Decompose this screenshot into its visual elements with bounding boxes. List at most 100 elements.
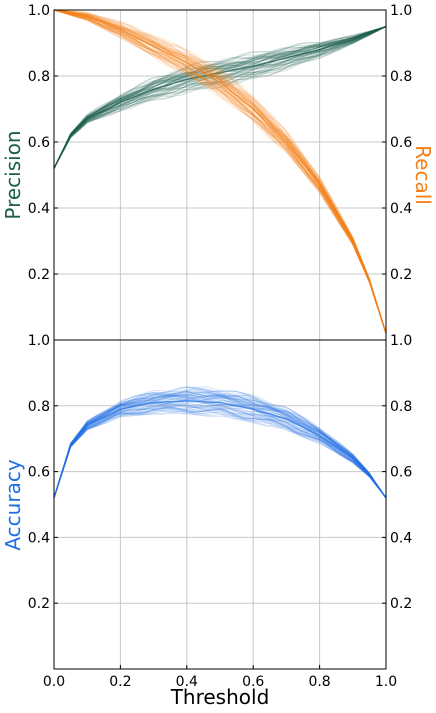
top-series-0-line [53, 26, 387, 169]
top-series-0-line [53, 26, 387, 169]
bottom-series-0-line [53, 396, 387, 499]
top-series-1-line [53, 9, 387, 334]
top-series-0-line [53, 26, 387, 169]
top-series-1-line [53, 9, 387, 334]
top-right-ticks: 0.2 0.4 0.6 0.8 1.0 [382, 3, 412, 283]
bottom-series-0-mean-line [53, 400, 387, 499]
top-series-0-line [53, 26, 387, 169]
top-left-tick-label: 0.6 [28, 135, 50, 151]
top-series-0-line [53, 26, 387, 169]
top-series-1-line [53, 9, 387, 334]
top-series-1-line [53, 9, 387, 334]
top-series-1-line [53, 9, 387, 334]
top-series-1-line [53, 9, 387, 334]
top-series-1-mean-line [53, 9, 387, 334]
bottom-series-0-line [53, 394, 387, 499]
bottom-series-0-line [53, 391, 387, 499]
top-series-0-line [53, 26, 387, 169]
bottom-series-0-line [53, 390, 387, 499]
bottom-lines [53, 386, 387, 499]
bottom-left-tick-label: 0.2 [28, 596, 50, 612]
top-series-0-mean-line [53, 25, 387, 169]
top-left-ticks: 0.2 0.4 0.6 0.8 1.0 [28, 3, 58, 283]
top-series-1-line [53, 9, 387, 334]
top-series-0-line [53, 26, 387, 169]
bottom-series-0-line [53, 395, 387, 499]
top-series-1-line [53, 9, 387, 334]
top-series-1-line [53, 9, 387, 334]
top-series-1-line [53, 9, 387, 334]
top-series-1-line [53, 9, 387, 334]
bottom-series-0-line [53, 404, 387, 499]
x-tick-label: 0.4 [176, 674, 198, 690]
top-series-1-line [53, 9, 387, 334]
top-right-tick-label: 0.2 [390, 267, 412, 283]
x-tick-label: 1.0 [375, 674, 397, 690]
bottom-series-0-line [53, 406, 387, 499]
bottom-left-tick-label: 0.8 [28, 399, 50, 415]
top-series-1-line [53, 9, 387, 334]
top-series-1-line [53, 9, 387, 334]
top-series-1-line [53, 9, 387, 334]
bottom-series-0-line [53, 403, 387, 499]
top-series-0-line [53, 26, 387, 169]
top-series-1-line [53, 9, 387, 334]
x-tick-label: 0.6 [242, 674, 264, 690]
top-series-0-line [53, 26, 387, 169]
top-series-0-line [53, 26, 387, 169]
bottom-series-0-line [53, 391, 387, 499]
top-series-0-line [53, 26, 387, 169]
bottom-left-tick-label: 0.6 [28, 465, 50, 481]
bottom-series-0-line [53, 388, 387, 499]
top-series-0-line [53, 26, 387, 169]
top-series-0-line [53, 26, 387, 169]
top-right-tick-label: 0.8 [390, 69, 412, 85]
bottom-series-0-line [53, 394, 387, 499]
top-series-1-line [53, 9, 387, 334]
top-series-1-line [53, 9, 387, 334]
top-series-0-line [53, 26, 387, 169]
bottom-series-0-line [53, 409, 387, 499]
bottom-series-0-line [53, 410, 387, 499]
top-series-0-line [53, 26, 387, 169]
top-series-1-line [53, 9, 387, 334]
top-series-1-line [53, 9, 387, 334]
top-series-1-line [53, 9, 387, 334]
bottom-series-0-line [53, 407, 387, 499]
top-plot-frame [53, 9, 387, 341]
top-series-1-line [53, 9, 387, 334]
top-series-1-line [53, 9, 387, 334]
x-tick-label: 0.2 [109, 674, 131, 690]
top-series-1-line [53, 9, 387, 334]
x-tick-label: 0.0 [43, 674, 65, 690]
top-series-1-line [53, 9, 387, 334]
top-series-0-line [53, 26, 387, 169]
bottom-series-0-line [53, 391, 387, 499]
top-series-0-line [53, 26, 387, 169]
top-series-1-line [53, 9, 387, 334]
bottom-series-0-line [53, 393, 387, 499]
top-series-1-line [53, 9, 387, 334]
bottom-series-0-line [53, 404, 387, 499]
bottom-series-0-line [53, 405, 387, 499]
bottom-ylabel-left: Accuracy [1, 459, 25, 550]
top-series-0-line [53, 26, 387, 169]
bottom-right-ticks: 0.2 0.4 0.6 0.8 1.0 [382, 333, 412, 612]
top-left-tick-label: 1.0 [28, 3, 50, 19]
top-right-tick-label: 0.4 [390, 201, 412, 217]
bottom-series-0-line [53, 391, 387, 499]
bottom-xlabel: Threshold [170, 685, 270, 709]
bottom-series-0-line [53, 405, 387, 499]
bottom-series-0-line [53, 391, 387, 499]
bottom-series-0-line [53, 397, 387, 499]
top-series-1-line [53, 9, 387, 334]
top-series-0-line [53, 26, 387, 169]
top-grid [53, 9, 387, 340]
bottom-series-0-line [53, 403, 387, 499]
top-series-1-line [53, 9, 387, 334]
top-ylabel-left: Precision [1, 130, 25, 219]
top-series-0-line [53, 26, 387, 169]
top-series-1-line [53, 9, 387, 334]
bottom-series-0-line [53, 409, 387, 499]
top-series-1-line [53, 9, 387, 334]
